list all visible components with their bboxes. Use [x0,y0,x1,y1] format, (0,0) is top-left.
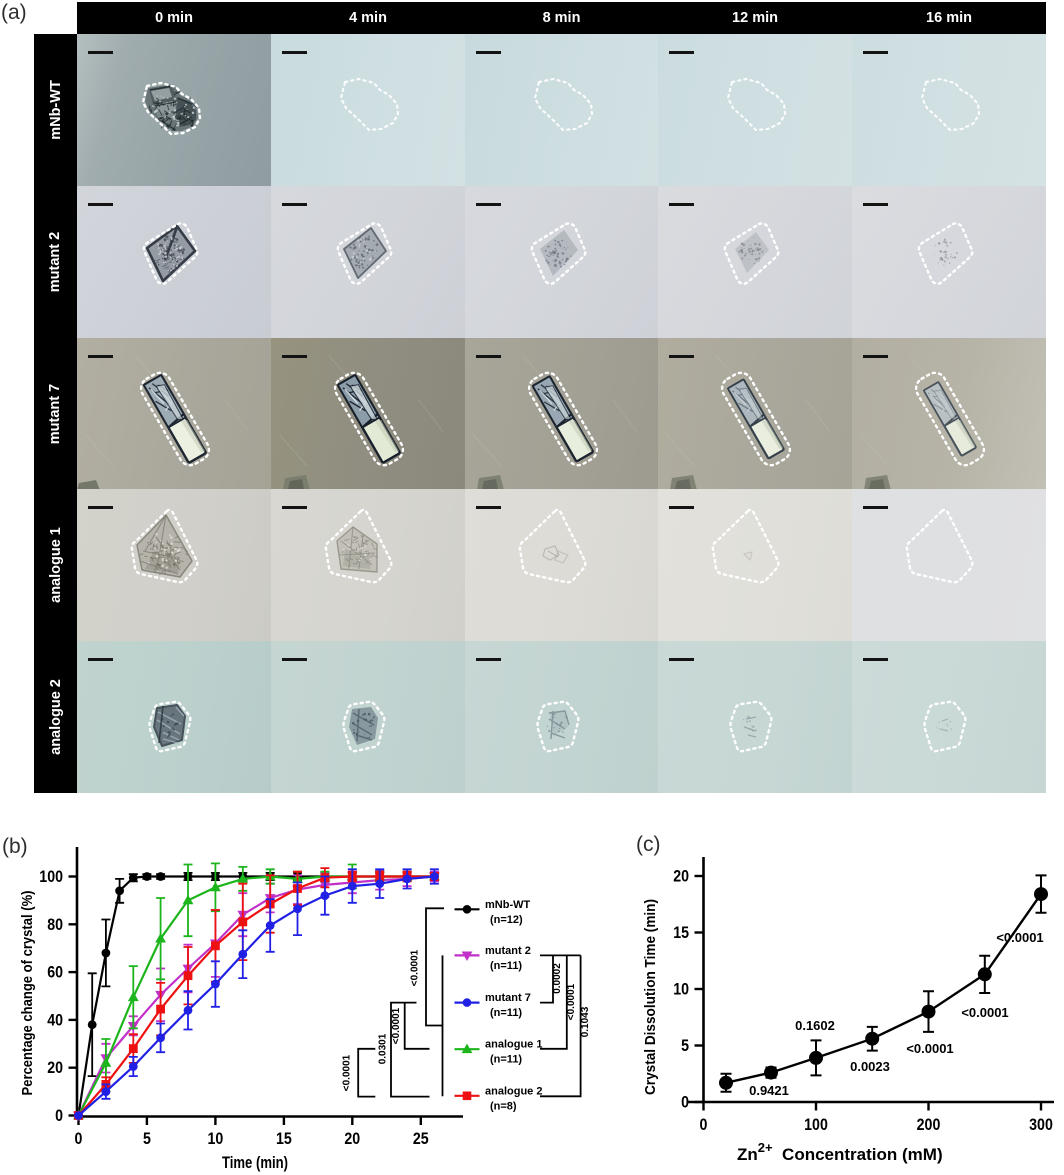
svg-text:20: 20 [47,1059,63,1077]
svg-text:5: 5 [143,1130,151,1148]
svg-text:5: 5 [681,1037,689,1055]
svg-text:300: 300 [1029,1116,1053,1134]
svg-text:15: 15 [673,924,689,942]
svg-text:10: 10 [208,1130,224,1148]
svg-text:mNb-WT: mNb-WT [485,899,530,911]
svg-text:0.9421: 0.9421 [749,1083,789,1098]
svg-text:(b): (b) [2,835,28,858]
svg-text:mutant 7: mutant 7 [485,992,531,1004]
svg-text:(n=11): (n=11) [490,960,522,972]
svg-text:25: 25 [413,1130,429,1148]
svg-text:(n=11): (n=11) [490,1054,522,1066]
svg-text:(c): (c) [636,833,661,856]
svg-text:mutant 2: mutant 2 [485,945,531,957]
svg-text:20: 20 [344,1130,360,1148]
svg-text:60: 60 [47,964,63,982]
svg-text:<0.0001: <0.0001 [342,1054,353,1091]
svg-text:0.0023: 0.0023 [850,1059,890,1074]
svg-text:0.0301: 0.0301 [378,1033,389,1064]
svg-text:(n=12): (n=12) [490,914,523,926]
svg-text:Time (min): Time (min) [222,1153,288,1172]
svg-text:20: 20 [673,868,689,886]
svg-text:10: 10 [673,981,689,999]
svg-text:<0.0001: <0.0001 [906,1041,953,1056]
svg-text:analogue 2: analogue 2 [485,1085,542,1097]
svg-text:<0.0001: <0.0001 [410,949,421,986]
svg-text:<0.0001: <0.0001 [566,983,577,1020]
svg-text:Crystal Dissolution Time (min): Crystal Dissolution Time (min) [643,899,659,1095]
svg-text:100: 100 [804,1116,828,1134]
svg-text:<0.0001: <0.0001 [961,1005,1008,1020]
svg-text:0.0002: 0.0002 [552,963,563,994]
svg-text:80: 80 [47,916,63,934]
svg-text:Percentage change of crystal (: Percentage change of crystal (%) [19,891,36,1096]
svg-text:40: 40 [47,1011,63,1029]
svg-text:<0.0001: <0.0001 [996,930,1043,945]
svg-text:0.1043: 0.1043 [580,1006,591,1037]
svg-text:0: 0 [55,1107,63,1125]
svg-text:analogue 1: analogue 1 [485,1039,542,1051]
svg-text:<0.0001: <0.0001 [391,1007,402,1044]
svg-text:(n=8): (n=8) [490,1100,517,1112]
svg-text:0: 0 [75,1130,83,1148]
svg-text:0: 0 [681,1094,689,1112]
svg-text:Zn2+ Concentration (mM): Zn2+ Concentration (mM) [737,1140,943,1164]
svg-text:200: 200 [917,1116,941,1134]
svg-text:15: 15 [276,1130,292,1148]
svg-text:0: 0 [700,1116,708,1134]
svg-text:(a): (a) [1,1,27,24]
svg-text:100: 100 [39,868,63,886]
svg-text:0.1602: 0.1602 [795,1018,835,1033]
svg-text:(n=11): (n=11) [490,1007,522,1019]
